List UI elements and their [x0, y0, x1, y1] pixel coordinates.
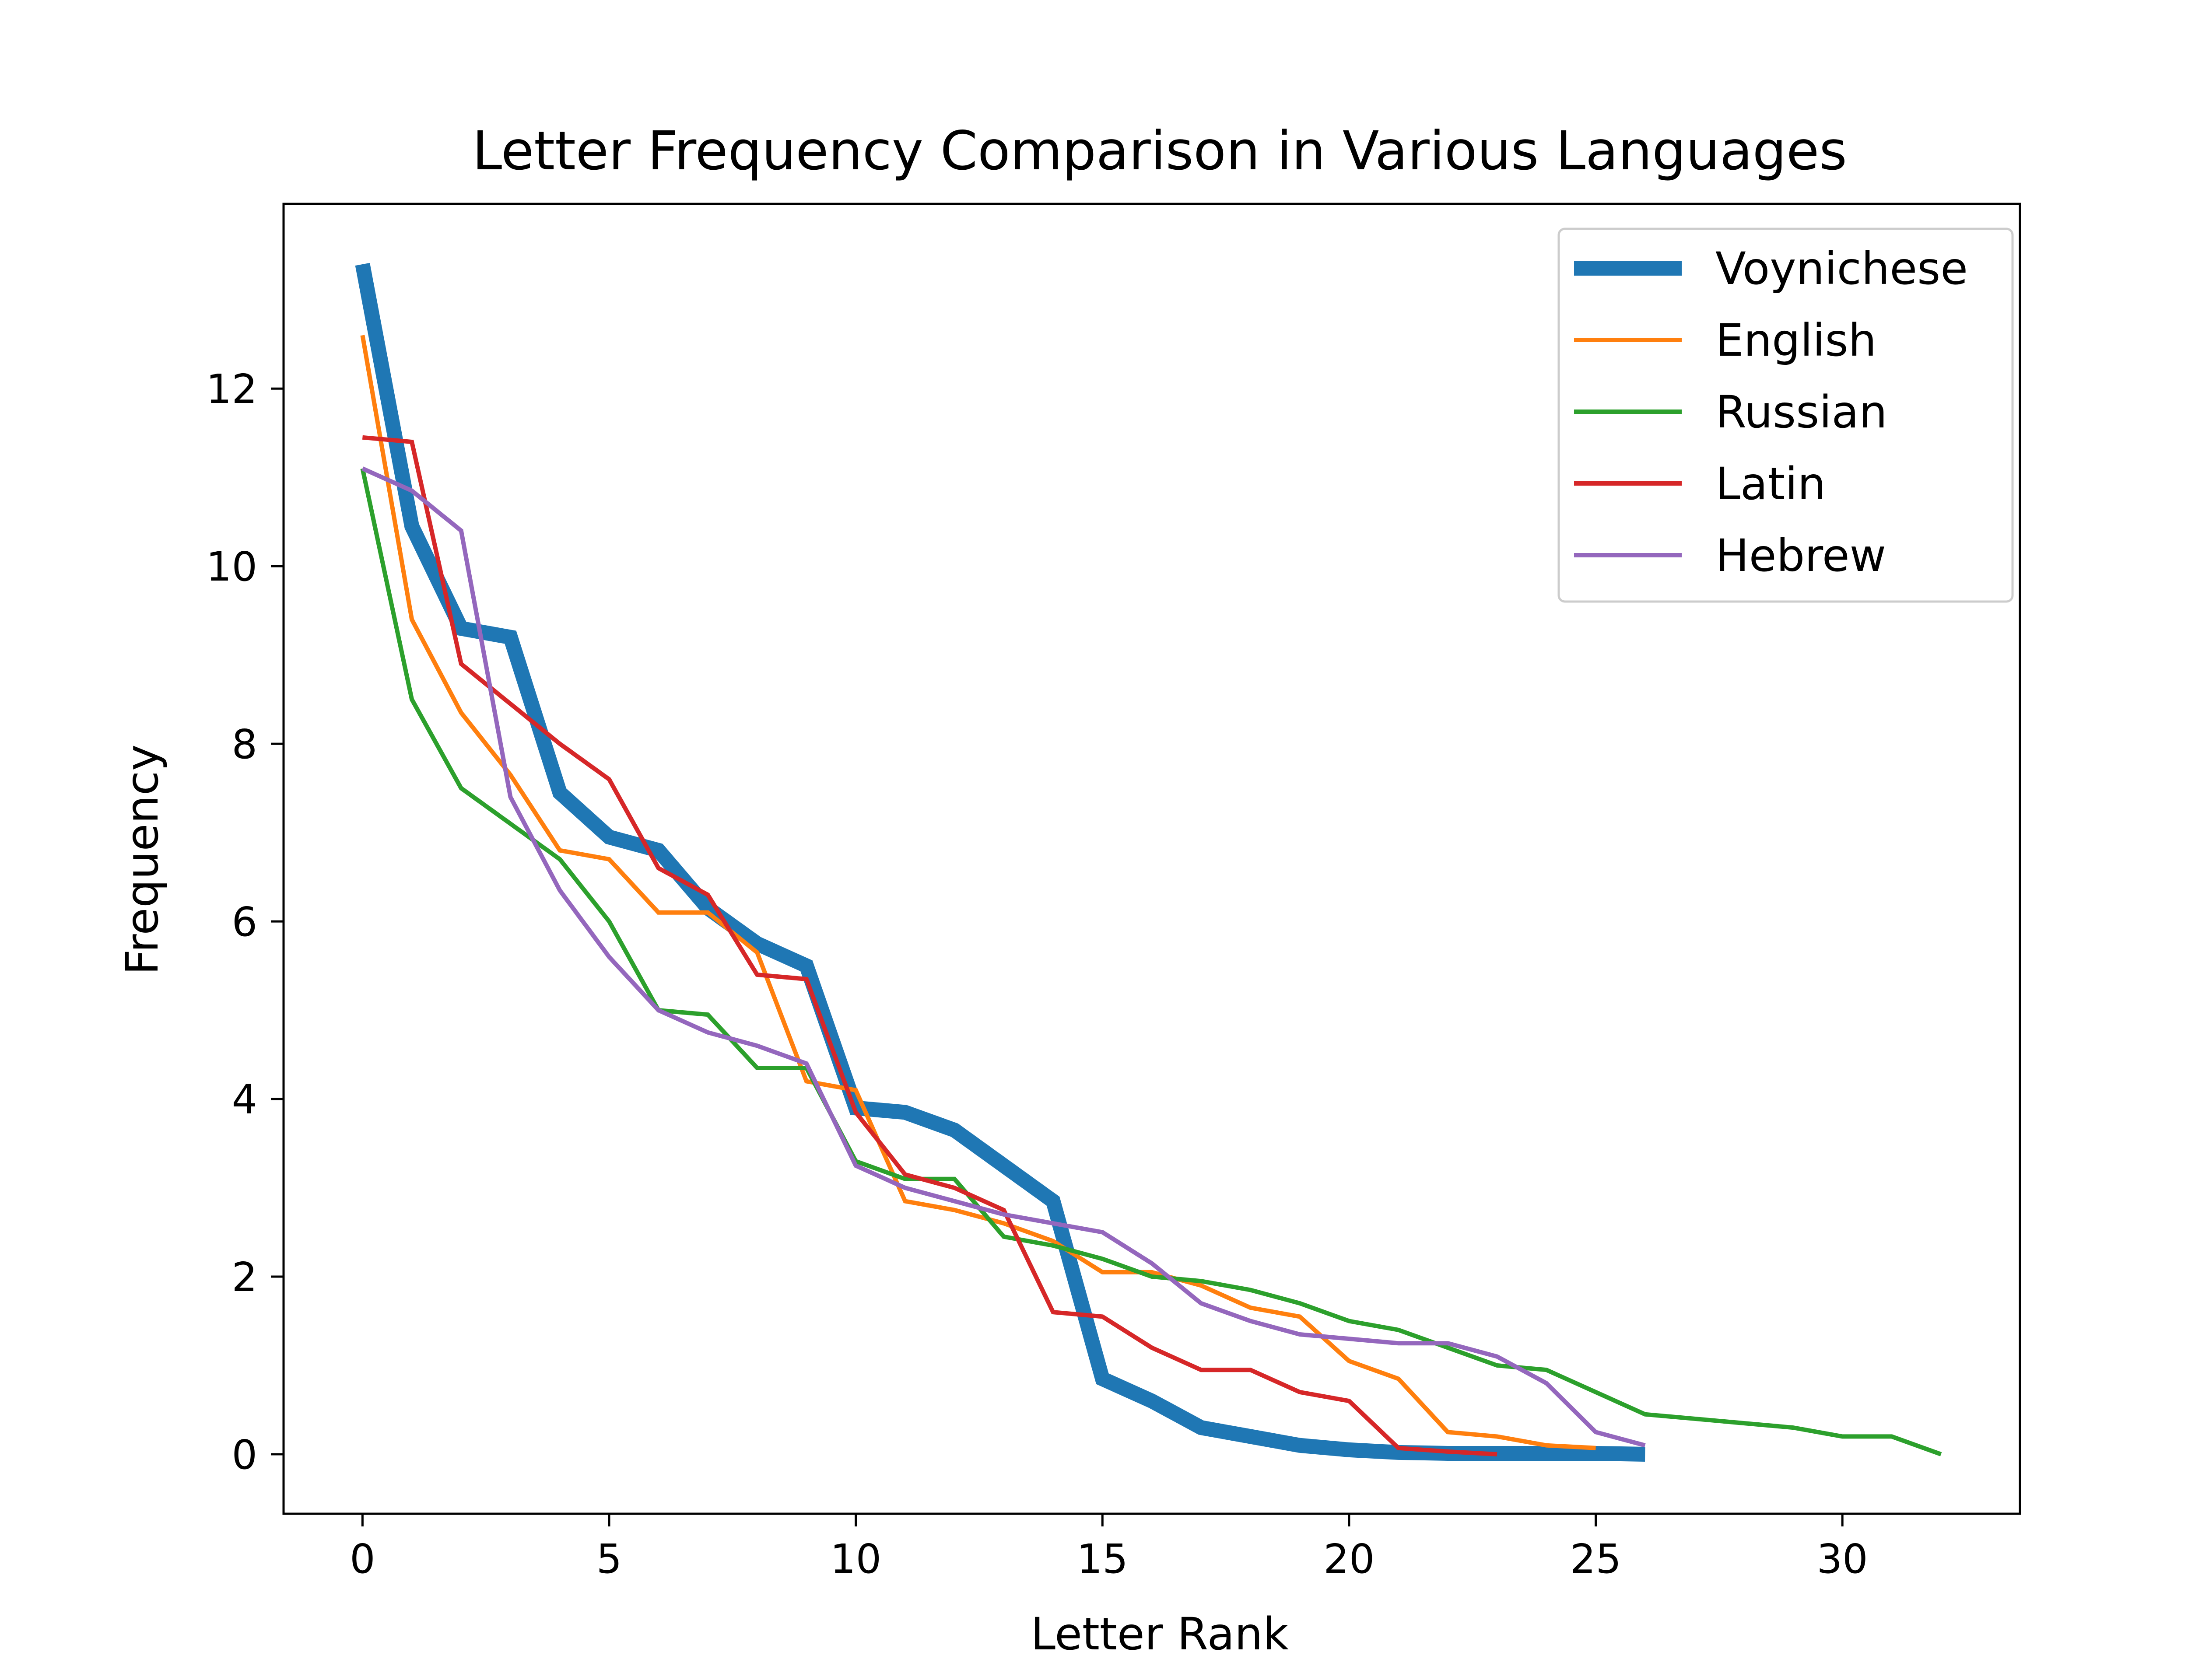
- y-tick-label: 0: [231, 1432, 257, 1478]
- legend-frame: [1557, 228, 2014, 603]
- series-line-english: [360, 335, 1596, 1450]
- y-axis-ticks: 0 2 4 6 8 10 12: [206, 366, 284, 1478]
- y-tick-label: 12: [206, 366, 257, 413]
- legend-label-latin: Latin: [1715, 458, 1826, 510]
- y-tick-label: 2: [231, 1254, 257, 1301]
- x-tick-label: 0: [350, 1536, 375, 1582]
- chart-title: Letter Frequency Comparison in Various L…: [472, 120, 1847, 182]
- plot-frame: [282, 203, 2021, 1515]
- series-line-voynichese: [355, 262, 1645, 1462]
- x-tick-label: 25: [1570, 1536, 1621, 1582]
- series-line-hebrew: [361, 466, 1646, 1448]
- y-tick-label: 6: [231, 899, 257, 945]
- x-tick-label: 30: [1817, 1536, 1868, 1582]
- series-line-russian: [360, 468, 1942, 1456]
- x-axis-label: Letter Rank: [1031, 1608, 1289, 1660]
- x-axis-ticks: 0 5 10 15 20 25 30: [350, 1514, 1868, 1582]
- y-axis-label: Frequency: [116, 745, 168, 975]
- series-line-latin: [362, 435, 1497, 1456]
- x-tick-label: 20: [1323, 1536, 1375, 1582]
- legend: Voynichese English Russian Latin Hebrew: [1557, 228, 2014, 603]
- y-tick-label: 8: [231, 721, 257, 768]
- legend-label-english: English: [1715, 315, 1876, 367]
- legend-label-russian: Russian: [1715, 386, 1887, 438]
- x-tick-label: 10: [830, 1536, 881, 1582]
- x-tick-label: 15: [1077, 1536, 1128, 1582]
- x-tick-label: 5: [596, 1536, 622, 1582]
- series-layer: [355, 262, 1942, 1462]
- legend-label-voynichese: Voynichese: [1715, 243, 1968, 295]
- y-tick-label: 10: [206, 543, 257, 590]
- legend-label-hebrew: Hebrew: [1715, 530, 1886, 582]
- y-tick-label: 4: [231, 1076, 257, 1123]
